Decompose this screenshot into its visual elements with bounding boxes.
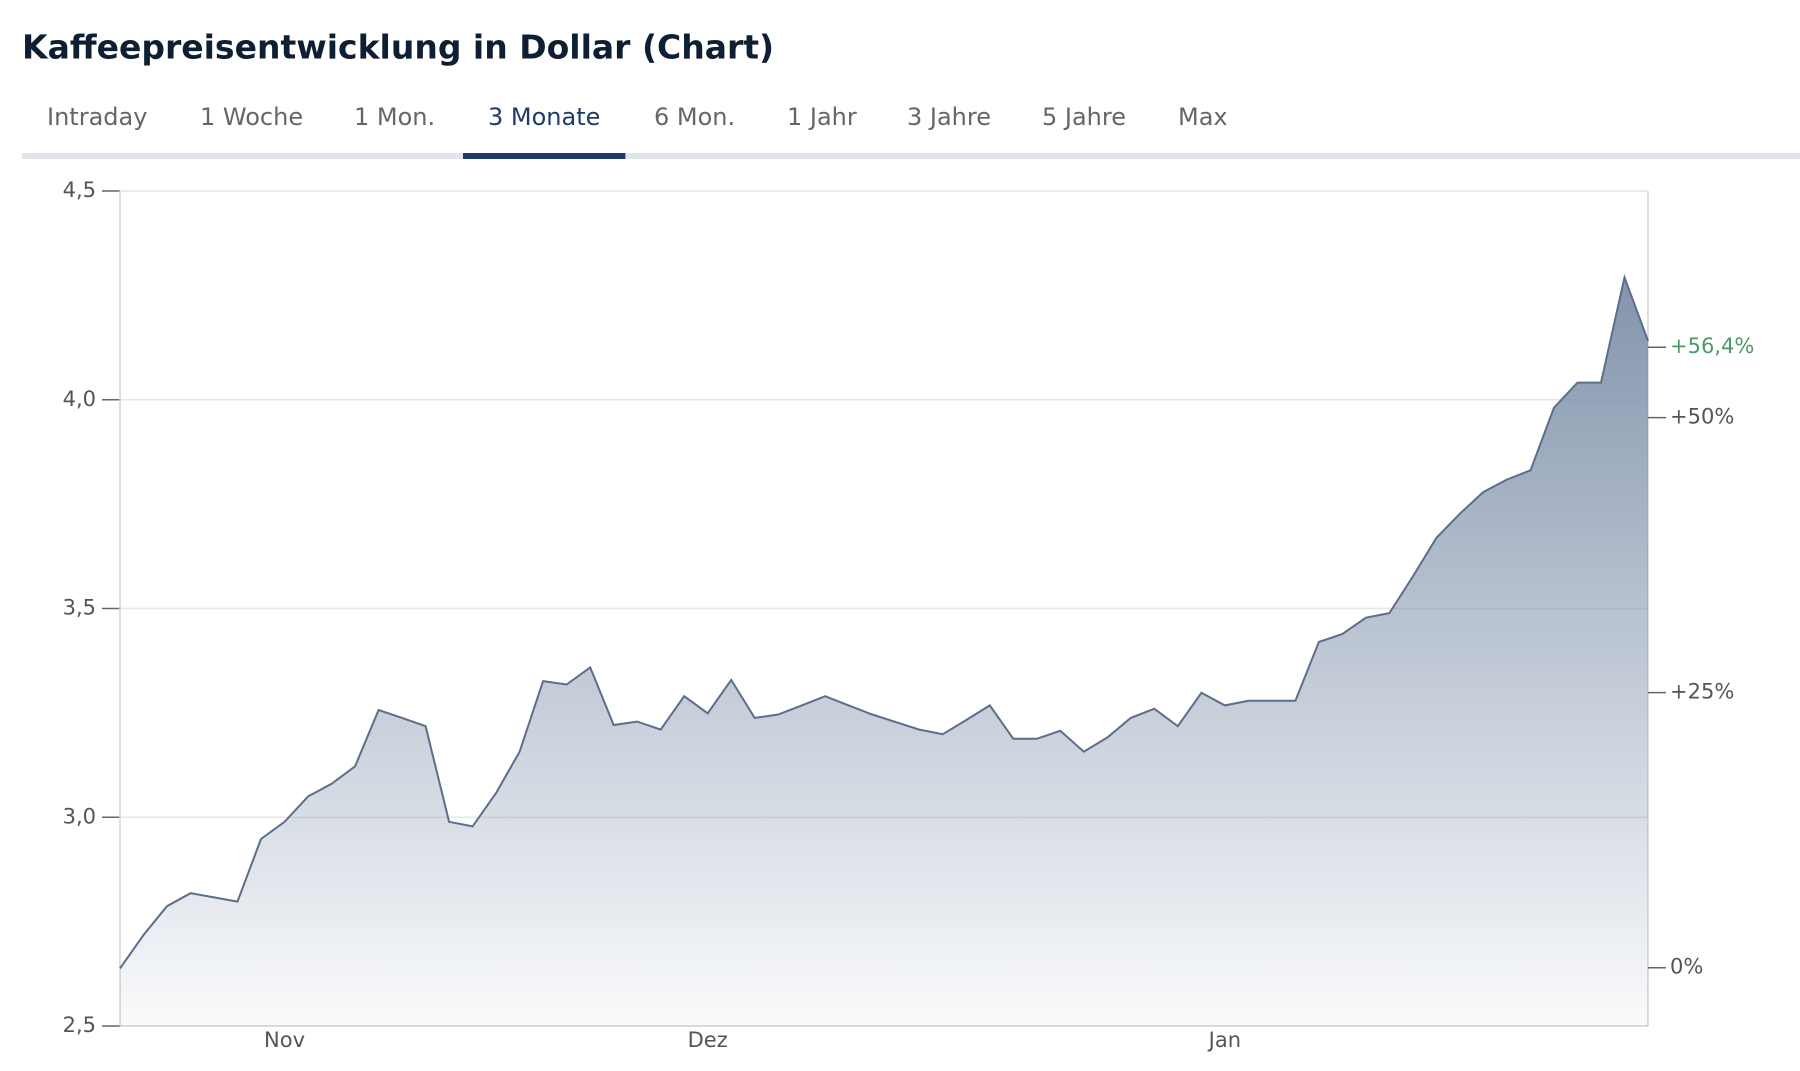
tab[interactable]: 1 Mon. xyxy=(354,103,435,131)
x-tick-label: Jan xyxy=(1207,1028,1241,1052)
tab-bar-line xyxy=(22,153,1800,159)
tab[interactable]: 3 Jahre xyxy=(907,103,991,131)
chart: 2,5 3,0 3,5 4,0 4,5 +56,4% +50% +25% 0% Nov Dez Jan xyxy=(63,178,1755,1052)
area-fill xyxy=(120,277,1648,1026)
y-tick-label: 4,0 xyxy=(63,387,96,411)
tab[interactable]: Intraday xyxy=(47,103,147,131)
price-line xyxy=(119,273,1649,969)
tab[interactable]: 3 Monate xyxy=(488,103,600,131)
tab[interactable]: 6 Mon. xyxy=(654,103,735,131)
x-tick-label: Nov xyxy=(264,1028,305,1052)
y-tick-label: 2,5 xyxy=(63,1013,96,1037)
tab[interactable]: 5 Jahre xyxy=(1042,103,1126,131)
y-tick-label: 4,5 xyxy=(63,178,96,202)
y-tick-label: 3,0 xyxy=(63,804,96,828)
tab[interactable]: 1 Woche xyxy=(200,103,303,131)
y2-tick-label: +56,4% xyxy=(1670,334,1754,358)
tab-bar: Intraday 1 Woche 1 Mon. 3 Monate 6 Mon. 1 Jah… xyxy=(47,103,1228,159)
y2-tick-label: 0% xyxy=(1670,955,1703,979)
y2-tick-label: +25% xyxy=(1670,680,1734,704)
tab[interactable]: 1 Jahr xyxy=(787,103,857,131)
active-tab-underline xyxy=(463,153,626,159)
page-title: Kaffeepreisentwicklung in Dollar (Chart) xyxy=(22,28,774,67)
y2-tick-label: +50% xyxy=(1670,405,1734,429)
tab[interactable]: Max xyxy=(1178,103,1228,131)
x-tick-label: Dez xyxy=(688,1028,728,1052)
y-tick-label: 3,5 xyxy=(63,596,96,620)
